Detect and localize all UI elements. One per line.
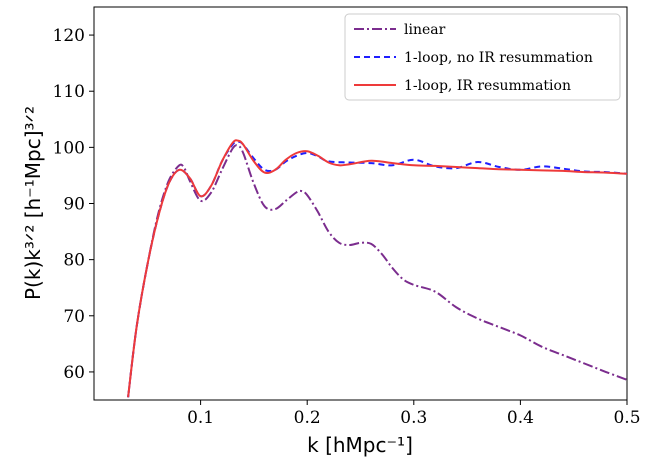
y-tick-label: 80 xyxy=(63,251,85,271)
y-tick-label: 60 xyxy=(63,363,85,383)
y-tick-label: 120 xyxy=(53,26,85,46)
legend-label-ir: 1-loop, IR resummation xyxy=(404,78,571,94)
x-tick-label: 0.4 xyxy=(507,408,534,428)
x-tick-label: 0.2 xyxy=(294,408,321,428)
y-tick-label: 100 xyxy=(53,138,85,158)
legend: linear 1-loop, no IR resummation 1-loop,… xyxy=(344,13,621,101)
y-tick-label: 110 xyxy=(53,82,85,102)
y-axis-ticks: 60 70 80 90 100 110 120 xyxy=(53,26,94,383)
y-tick-label: 90 xyxy=(63,195,85,215)
y-axis-label: P(k)k³ᐟ² [h⁻¹Mpc]³ᐟ² xyxy=(21,106,45,300)
x-axis-ticks: 0.1 0.2 0.3 0.4 0.5 xyxy=(187,400,641,428)
series-line-2 xyxy=(127,139,628,398)
legend-label-linear: linear xyxy=(404,22,446,38)
x-tick-label: 0.1 xyxy=(187,408,214,428)
y-tick-label: 70 xyxy=(63,307,85,327)
x-axis-label: k [hMpc⁻¹] xyxy=(307,433,413,457)
series-group xyxy=(127,139,628,398)
legend-box xyxy=(344,13,621,101)
legend-label-no-ir: 1-loop, no IR resummation xyxy=(404,50,593,66)
x-tick-label: 0.3 xyxy=(400,408,427,428)
x-tick-label: 0.5 xyxy=(613,408,640,428)
